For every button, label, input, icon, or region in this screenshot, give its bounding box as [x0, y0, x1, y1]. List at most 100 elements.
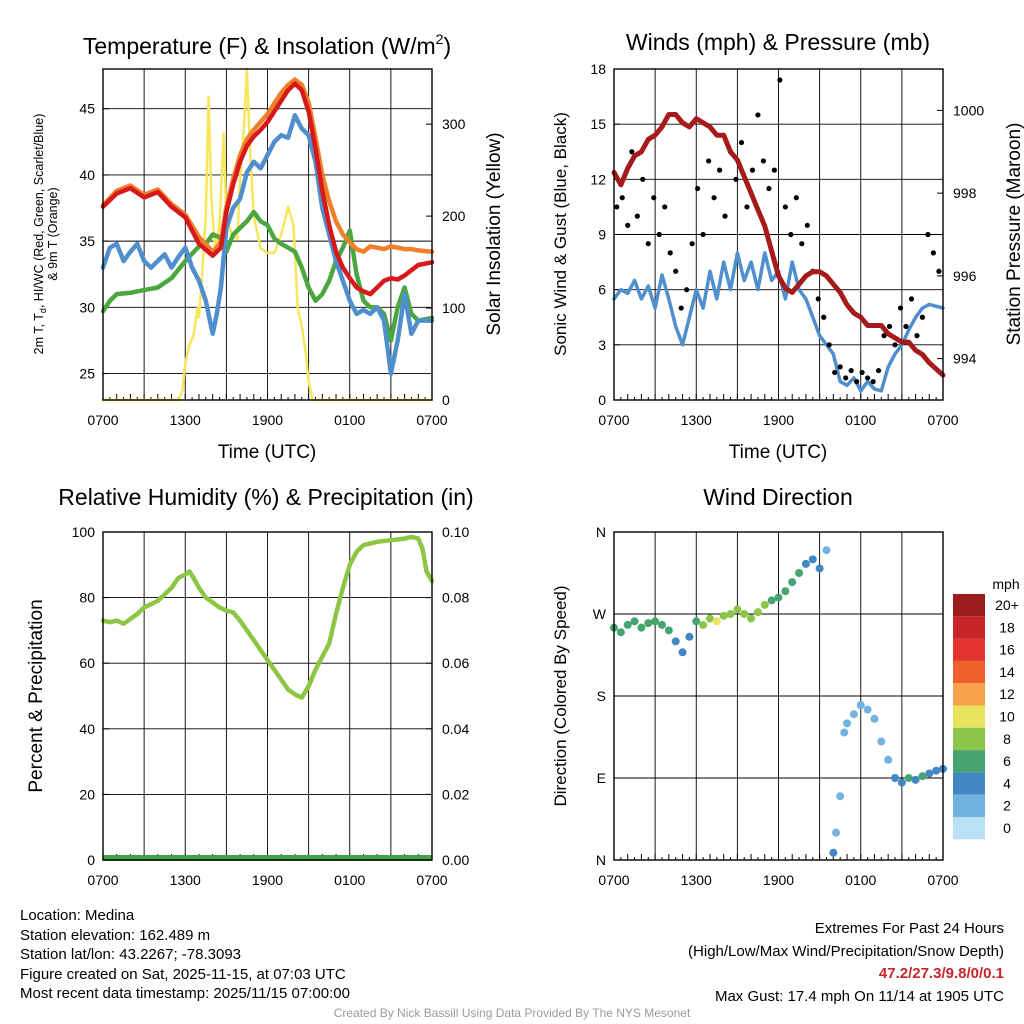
wind-direction-point: [740, 610, 749, 618]
colorbar-label: 10: [999, 709, 1015, 725]
gust-point: [777, 77, 783, 83]
wind-direction-point: [822, 546, 831, 555]
wind-direction-point: [637, 623, 646, 632]
gust-point: [673, 268, 679, 274]
wind-direction-point: [877, 737, 886, 746]
wind-direction-point: [657, 620, 666, 629]
elevation-text: Station elevation: 162.489 m: [20, 926, 211, 944]
gust-point: [793, 195, 799, 201]
wind-direction-point: [753, 608, 762, 617]
location-text: Location: Medina: [20, 907, 135, 924]
gust-point: [815, 296, 821, 302]
wind-direction-point: [815, 564, 824, 573]
colorbar-label: 2: [1003, 798, 1011, 814]
wind-direction-point: [774, 593, 783, 602]
gust-point: [738, 139, 745, 146]
created-text: Figure created on Sat, 2025-11-15, at 07…: [20, 965, 346, 983]
y-tick-label: 100: [72, 524, 96, 540]
colorbar-label: 6: [1003, 753, 1011, 769]
gust-point: [848, 367, 854, 374]
wind-series-station-pressure: [611, 112, 946, 378]
colorbar-swatch: [953, 817, 985, 840]
gust-point: [788, 231, 794, 238]
svg-text:& 9m T (Orange): & 9m T (Orange): [46, 187, 60, 280]
wind-direction-point: [863, 705, 872, 714]
wind-direction-point: [856, 701, 865, 710]
wind-direction-point: [849, 710, 858, 719]
colorbar-swatch: [953, 727, 985, 751]
temp-ylabel: 2m T, Td, HI/WC (Red, Green, Scarlet/Blu…: [32, 114, 60, 355]
y-tick-label: E: [597, 770, 606, 786]
gust-point: [837, 364, 843, 370]
y-tick-label: 12: [590, 171, 606, 187]
wind-direction-point: [832, 828, 841, 837]
plot-border-0: [102, 68, 433, 401]
recent-data-text: Most recent data timestamp: 2025/11/15 0…: [20, 985, 350, 1003]
gust-point: [826, 342, 832, 348]
x-tick-label: 0100: [845, 412, 876, 428]
colorbar-label: 0: [1003, 820, 1011, 836]
y2-tick-label: 0.06: [442, 655, 469, 671]
y-tick-label: 6: [598, 282, 606, 298]
colorbar-label: 14: [999, 664, 1015, 680]
y-tick-label: W: [593, 606, 607, 622]
y-tick-label: N: [596, 524, 606, 540]
x-tick-label: 0700: [927, 872, 958, 888]
wind-direction-point: [897, 778, 906, 787]
colorbar-label: 12: [999, 686, 1015, 702]
y-tick-label: 60: [79, 655, 95, 671]
x-tick-label: 0700: [416, 872, 447, 888]
y-tick-label: 15: [590, 116, 606, 132]
wind-direction-point: [733, 605, 742, 614]
gust-point: [651, 195, 657, 201]
x-tick-label: 0700: [87, 872, 118, 888]
gust-point: [843, 375, 849, 381]
temp-series-hi-wc: [100, 113, 435, 376]
y2-tick-label: 998: [953, 185, 977, 201]
y2-tick-label: 994: [953, 351, 977, 367]
y2-tick-label: 0.10: [442, 524, 469, 540]
wind-direction-point: [630, 617, 639, 626]
x-tick-label: 1900: [252, 412, 283, 428]
wind-direction-point: [925, 769, 934, 778]
gust-point: [760, 158, 767, 164]
x-tick-label: 0700: [598, 412, 629, 428]
gust-point: [755, 112, 761, 118]
wind-direction-point: [664, 626, 673, 635]
wind-direction-point: [726, 610, 735, 618]
wind-direction-point: [678, 648, 687, 657]
wind-direction-point: [904, 774, 913, 782]
colorbar-title: mph: [992, 576, 1019, 592]
colorbar-label: 20+: [995, 597, 1019, 613]
rh-ylabel: Percent & Precipitation: [26, 599, 47, 792]
x-tick-label: 1300: [170, 412, 201, 428]
rh-series-relative-humidity: [100, 534, 435, 700]
y-tick-label: N: [596, 852, 606, 868]
wind-direction-point: [699, 620, 708, 629]
station-info: Location: Medina Station elevation: 162.…: [20, 906, 350, 1004]
gust-point: [936, 268, 942, 274]
svg-text:2m T, Td, HI/WC (Red, Green, S: 2m T, Td, HI/WC (Red, Green, Scarlet/Blu…: [32, 114, 48, 355]
gust-point: [832, 369, 838, 376]
max-gust-text: Max Gust: 17.4 mph On 11/14 at 1905 UTC: [714, 987, 1004, 1005]
rh-chart-title: Relative Humidity (%) & Precipitation (i…: [58, 484, 473, 510]
wind-direction-point: [884, 755, 893, 764]
gust-point: [903, 323, 909, 330]
gust-point: [865, 375, 871, 381]
wind-direction-point: [623, 620, 632, 629]
y2-tick-label: 0: [442, 392, 450, 408]
y2-tick-label: 100: [442, 300, 466, 316]
colorbar-swatch: [953, 750, 985, 773]
y-tick-label: 45: [79, 101, 95, 117]
colorbar-swatch: [953, 616, 985, 639]
wind-direction-point: [843, 719, 852, 728]
colorbar-label: 4: [1003, 775, 1011, 791]
gust-point: [914, 333, 920, 339]
colorbar-swatch: [953, 594, 985, 617]
y-tick-label: 0: [87, 852, 95, 868]
gust-point: [744, 204, 750, 210]
temp-chart-title: Temperature (F) & Insolation (W/m2): [83, 31, 451, 59]
x-tick-label: 1900: [252, 872, 283, 888]
x-tick-label: 1900: [763, 872, 794, 888]
gust-point: [614, 204, 620, 210]
